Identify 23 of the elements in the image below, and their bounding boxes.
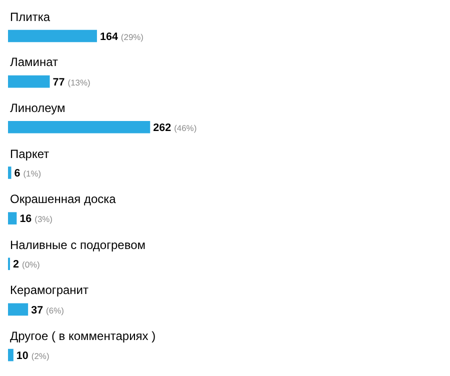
data-label: 262 (46%) — [153, 122, 197, 134]
bar — [8, 348, 14, 362]
data-label: 77 (13%) — [52, 76, 90, 88]
y-tick-label: Ламинат — [10, 55, 59, 69]
y-tick-label: Керамогранит — [10, 283, 89, 297]
data-label: 10 (2%) — [16, 350, 50, 362]
data-label: 164 (29%) — [100, 30, 144, 43]
data-label: 6 (1%) — [14, 168, 42, 180]
data-label: 2 (0%) — [13, 258, 40, 271]
y-tick-label: Линолеум — [10, 101, 66, 115]
data-label: 16 (3%) — [20, 213, 53, 226]
y-tick-label: Плитка — [10, 10, 50, 24]
bar — [8, 121, 150, 134]
bar — [8, 303, 28, 316]
y-tick-label: Окрашенная доска — [10, 192, 116, 206]
bar — [8, 30, 97, 42]
bar — [8, 212, 17, 224]
data-label: 37 (6%) — [31, 304, 64, 316]
y-tick-label: Другое ( в комментариях ) — [10, 329, 156, 343]
y-tick-label: Наливные с подогревом — [10, 238, 146, 252]
bar — [8, 75, 50, 88]
y-tick-label: Паркет — [10, 147, 50, 161]
bar — [8, 166, 12, 179]
